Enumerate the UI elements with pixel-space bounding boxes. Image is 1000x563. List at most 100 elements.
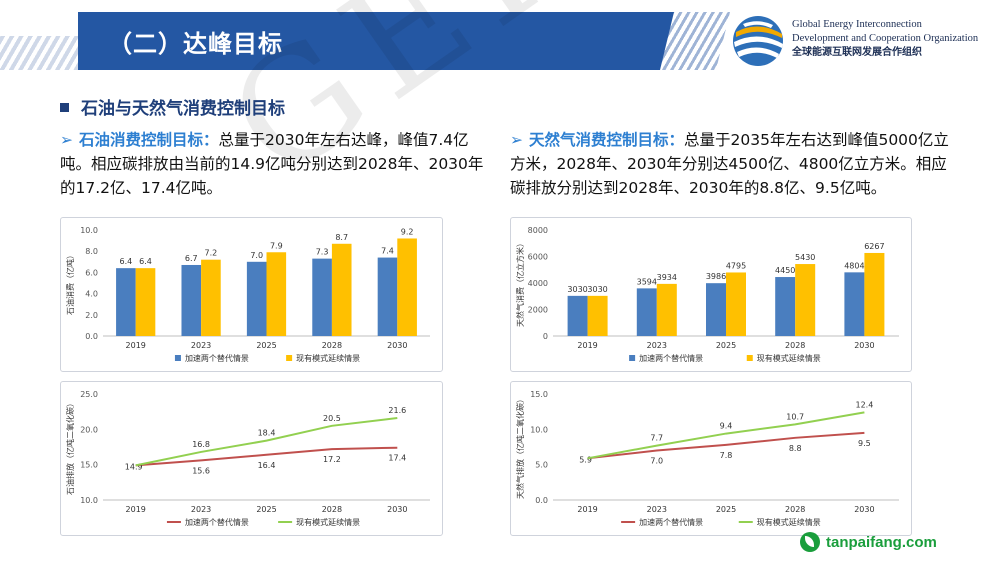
data-label: 18.4 — [258, 429, 276, 438]
y-tick-label: 6.0 — [85, 268, 98, 277]
data-label: 16.8 — [192, 440, 210, 449]
x-tick-label: 2023 — [647, 505, 667, 514]
legend-label: 加速两个替代情景 — [185, 353, 249, 363]
oil-target-paragraph: ➢ 石油消费控制目标：总量于2030年左右达峰，峰值7.4亿吨。相应碳排放由当前的… — [60, 128, 490, 200]
bar-baseline — [726, 272, 746, 336]
bar-baseline — [864, 252, 885, 336]
data-label: 8.7 — [335, 233, 348, 242]
bar-accelerated — [246, 261, 267, 336]
y-tick-label: 15.0 — [80, 461, 98, 470]
y-tick-label: 10.0 — [80, 226, 98, 235]
x-tick-label: 2028 — [785, 341, 805, 350]
section-title: 石油与天然气消费控制目标 — [81, 99, 285, 119]
bar-accelerated — [181, 264, 202, 336]
bar-accelerated — [312, 258, 332, 336]
y-tick-label: 15.0 — [530, 390, 548, 399]
data-label: 17.4 — [388, 454, 406, 463]
bar-baseline — [587, 295, 608, 336]
header-left-stripes — [0, 36, 78, 70]
gas-target-paragraph: ➢ 天然气消费控制目标：总量于2035年左右达到峰值5000亿立方米，2028年、… — [510, 128, 950, 200]
y-tick-label: 20.0 — [80, 425, 98, 434]
data-label: 5.9 — [579, 455, 592, 464]
legend-label: 现有模式延续情景 — [296, 353, 360, 363]
gas-emission-svg: 0.0 5.0 10.0 15.0 天然气排放（亿吨二氧化碳） 2019 2023 2025 2… — [515, 390, 899, 527]
data-label: 6267 — [864, 242, 884, 251]
x-tick-label: 2028 — [322, 505, 342, 514]
data-label: 7.2 — [205, 249, 218, 258]
oil-consumption-svg: 0.0 2.0 4.0 6.0 8.0 10.0 石油消费（亿吨） 2019 2023 2025 2… — [65, 226, 430, 363]
legend-label: 现有模式延续情景 — [757, 353, 821, 363]
y-axis-label: 天然气排放（亿吨二氧化碳） — [515, 395, 525, 499]
legend-swatch — [629, 355, 636, 361]
org-name: Global Energy Interconnection Developmen… — [792, 18, 978, 60]
bar-accelerated — [844, 272, 865, 336]
y-tick-label: 10.0 — [80, 496, 98, 505]
data-label: 12.4 — [855, 400, 873, 409]
x-tick-label: 2030 — [854, 341, 874, 350]
y-axis-label: 石油消费（亿吨） — [65, 251, 75, 315]
gas-target-label: 天然气消费控制目标： — [529, 131, 685, 149]
arrow-bullet-icon: ➢ — [60, 131, 73, 149]
x-tick-label: 2019 — [126, 505, 146, 514]
data-label: 9.2 — [401, 227, 414, 236]
data-label: 7.9 — [270, 241, 283, 250]
data-label: 8.8 — [789, 444, 802, 453]
legend-label: 现有模式延续情景 — [296, 517, 360, 527]
x-tick-label: 2030 — [387, 505, 407, 514]
bar-baseline — [331, 243, 352, 336]
bar-baseline — [397, 238, 417, 336]
data-label: 6.4 — [120, 257, 133, 266]
data-label: 16.4 — [258, 461, 276, 470]
y-tick-label: 4.0 — [85, 290, 98, 299]
gas-consumption-chart: 0 2000 4000 6000 8000 天然气消费（亿立方米） 2019 2023 2025… — [510, 217, 912, 372]
data-label: 9.4 — [720, 422, 733, 431]
data-label: 3986 — [706, 272, 726, 281]
bar-accelerated — [567, 295, 588, 336]
bar-baseline — [266, 252, 287, 336]
header-banner: （二）达峰目标 — [0, 0, 1000, 78]
site-watermark: tanpaifang.com — [800, 530, 937, 554]
page-title: （二）达峰目标 — [108, 30, 283, 58]
oil-emission-svg: 10.0 15.0 20.0 25.0 石油排放（亿吨二氧化碳） 2019 2023 2025… — [65, 390, 430, 527]
line-accelerated — [135, 446, 398, 467]
y-tick-label: 4000 — [528, 279, 548, 288]
data-label: 6.4 — [139, 257, 152, 266]
x-tick-label: 2023 — [191, 341, 211, 350]
data-label: 7.3 — [316, 248, 329, 257]
data-label: 7.4 — [381, 247, 394, 256]
y-tick-label: 0 — [543, 332, 548, 341]
y-tick-label: 5.0 — [535, 461, 548, 470]
header-right-stripes — [660, 12, 730, 70]
data-label: 21.6 — [388, 406, 406, 415]
x-tick-label: 2028 — [322, 341, 342, 350]
data-label: 6.7 — [185, 254, 198, 263]
y-tick-label: 8000 — [528, 226, 548, 235]
x-tick-label: 2023 — [191, 505, 211, 514]
data-label: 10.7 — [786, 412, 804, 421]
legend-label: 加速两个替代情景 — [639, 517, 703, 527]
bar-baseline — [201, 259, 221, 336]
y-tick-label: 0.0 — [535, 496, 548, 505]
x-tick-label: 2019 — [126, 341, 146, 350]
data-label: 7.8 — [720, 451, 733, 460]
y-tick-label: 25.0 — [80, 390, 98, 399]
x-tick-label: 2025 — [256, 505, 276, 514]
data-label: 3030 — [567, 285, 587, 294]
x-tick-label: 2028 — [785, 505, 805, 514]
bar-accelerated — [377, 257, 398, 336]
y-tick-label: 6000 — [528, 253, 548, 262]
data-label: 4795 — [726, 261, 746, 270]
legend-label: 现有模式延续情景 — [757, 517, 821, 527]
y-axis-label: 天然气消费（亿立方米） — [515, 239, 525, 327]
data-label: 4450 — [775, 266, 795, 275]
x-tick-label: 2025 — [716, 505, 736, 514]
data-label: 4804 — [844, 261, 864, 270]
org-name-en-line2: Development and Cooperation Organization — [792, 33, 979, 44]
data-label: 9.5 — [858, 439, 871, 448]
org-name-cn: 全球能源互联网发展合作组织 — [792, 47, 922, 58]
x-tick-label: 2030 — [854, 505, 874, 514]
bar-accelerated — [636, 288, 657, 336]
legend-swatch — [174, 355, 181, 361]
data-label: 7.0 — [650, 457, 663, 466]
